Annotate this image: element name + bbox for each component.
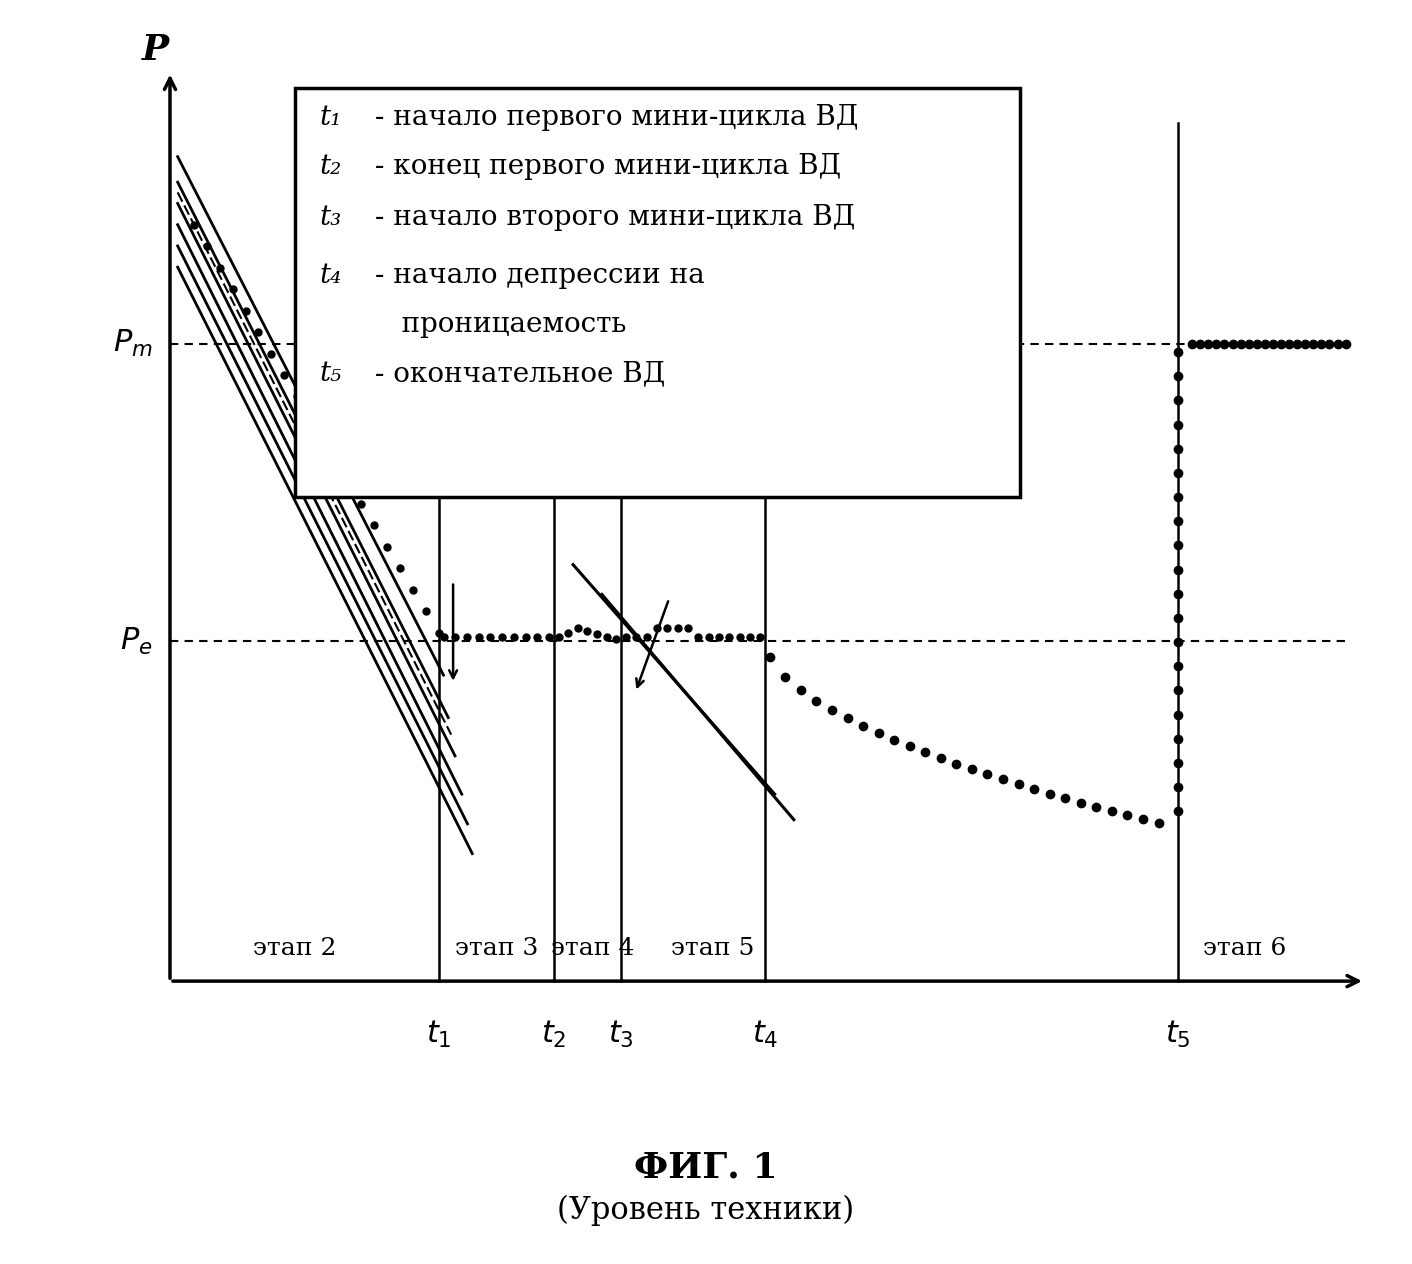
Text: проницаемость: проницаемость <box>366 311 627 337</box>
Text: $t_5$: $t_5$ <box>1165 1019 1190 1050</box>
Text: $t_4$: $t_4$ <box>751 1019 778 1050</box>
Text: - начало депрессии на: - начало депрессии на <box>366 262 705 288</box>
Text: - конец первого мини-цикла ВД: - конец первого мини-цикла ВД <box>366 153 842 181</box>
Text: - окончательное ВД: - окончательное ВД <box>366 360 665 387</box>
Text: - начало первого мини-цикла ВД: - начало первого мини-цикла ВД <box>366 104 858 131</box>
Text: $P_e$: $P_e$ <box>120 626 152 657</box>
Text: t₅: t₅ <box>319 360 342 387</box>
Text: этап 4: этап 4 <box>551 937 634 959</box>
Text: $t_3$: $t_3$ <box>609 1019 634 1050</box>
Text: t₂: t₂ <box>319 153 342 181</box>
Text: P: P <box>143 33 169 67</box>
Text: t₄: t₄ <box>319 262 342 288</box>
Text: этап 5: этап 5 <box>671 937 754 959</box>
Text: t₃: t₃ <box>319 205 342 231</box>
Text: $P_m$: $P_m$ <box>113 329 152 359</box>
Text: (Уровень техники): (Уровень техники) <box>558 1194 854 1226</box>
Text: ФИГ. 1: ФИГ. 1 <box>634 1150 778 1184</box>
Text: t₁: t₁ <box>319 104 342 131</box>
Text: - начало второго мини-цикла ВД: - начало второго мини-цикла ВД <box>366 205 856 231</box>
Text: $t_1$: $t_1$ <box>426 1019 452 1050</box>
Text: этап 6: этап 6 <box>1203 937 1286 959</box>
Text: этап 2: этап 2 <box>253 937 336 959</box>
Text: этап 3: этап 3 <box>455 937 538 959</box>
Text: 40: 40 <box>308 324 409 425</box>
Text: $t_2$: $t_2$ <box>541 1019 566 1050</box>
FancyBboxPatch shape <box>295 87 1019 497</box>
